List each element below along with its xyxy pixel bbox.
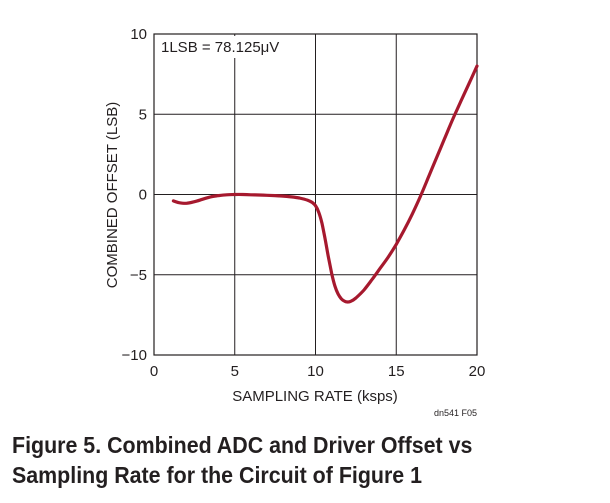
- y-tick-label: −5: [130, 267, 147, 284]
- y-tick-label: 0: [139, 187, 147, 204]
- y-tick-label: −10: [122, 347, 147, 364]
- chart: −10 −5 0 5 10 0 5 10 15 20 1LSB = 78.125μV SAMPL…: [104, 26, 486, 418]
- x-tick-labels: 0 5 10 15 20: [150, 363, 486, 380]
- x-axis-label: SAMPLING RATE (ksps): [232, 388, 398, 405]
- y-axis-label: COMBINED OFFSET (LSB): [104, 102, 121, 288]
- y-tick-labels: −10 −5 0 5 10: [122, 26, 147, 364]
- plot-frame: [153, 33, 478, 356]
- x-tick-label: 15: [388, 363, 405, 380]
- figure-caption: Figure 5. Combined ADC and Driver Offset…: [12, 432, 473, 488]
- annotation-lsb: 1LSB = 78.125μV: [161, 39, 279, 56]
- x-tick-label: 10: [307, 363, 324, 380]
- x-tick-label: 20: [469, 363, 486, 380]
- grid: [153, 33, 478, 356]
- annotation-background: [156, 36, 282, 58]
- x-tick-label: 5: [231, 363, 239, 380]
- figure-id: dn541 F05: [434, 408, 477, 418]
- y-tick-label: 10: [130, 26, 147, 43]
- x-tick-label: 0: [150, 363, 158, 380]
- series-line-offset: [171, 64, 479, 304]
- y-tick-label: 5: [139, 106, 147, 123]
